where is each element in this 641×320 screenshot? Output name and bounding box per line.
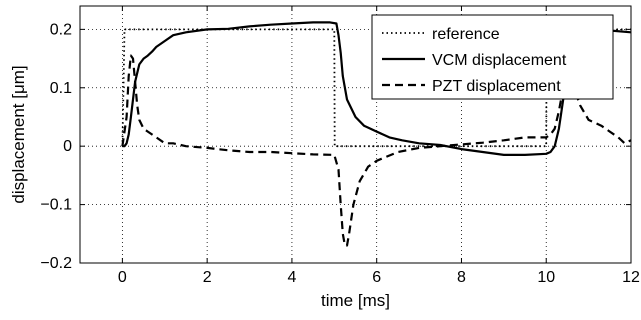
y-axis-label: displacement [μm] bbox=[9, 65, 28, 203]
x-tick-label: 2 bbox=[203, 269, 212, 286]
series-pzt-displacement bbox=[121, 54, 632, 247]
plot-frame bbox=[79, 5, 632, 264]
y-tick-label: −0.2 bbox=[40, 255, 72, 272]
y-tick-label: 0.2 bbox=[50, 21, 72, 38]
legend-label: reference bbox=[432, 26, 500, 43]
y-tick-label: 0.1 bbox=[50, 80, 72, 97]
axis-ticks bbox=[80, 6, 632, 264]
legend-label: PZT displacement bbox=[432, 78, 561, 95]
x-axis-label: time [ms] bbox=[321, 291, 390, 310]
x-tick-label: 12 bbox=[622, 269, 640, 286]
legend-label: VCM displacement bbox=[432, 52, 567, 69]
x-tick-label: 4 bbox=[287, 269, 296, 286]
legend: reference VCM displacement PZT displacemen… bbox=[371, 14, 614, 100]
x-tick-label: 10 bbox=[537, 269, 555, 286]
x-tick-label: 6 bbox=[372, 269, 381, 286]
tick-labels: 0 2 4 6 8 10 12 −0.2 −0.1 0 0.1 0.2 bbox=[40, 21, 640, 286]
y-tick-label: −0.1 bbox=[40, 197, 72, 214]
y-tick-label: 0 bbox=[63, 138, 72, 155]
series-lines bbox=[121, 21, 632, 247]
x-tick-label: 0 bbox=[118, 269, 127, 286]
x-tick-label: 8 bbox=[457, 269, 466, 286]
series-vcm-displacement bbox=[122, 21, 632, 156]
